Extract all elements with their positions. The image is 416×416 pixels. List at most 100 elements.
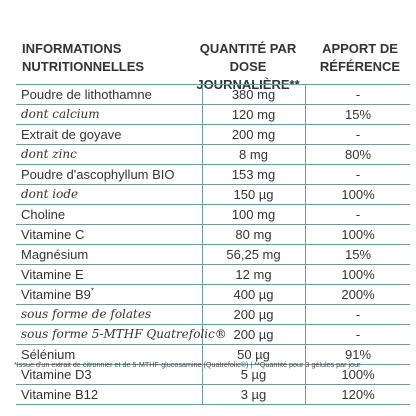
header-line: NUTRITIONNELLES [22, 59, 145, 74]
table-row: Vitamine B9* 400 µg 200% [16, 284, 410, 304]
column-divider [305, 325, 306, 344]
column-header-nutrition-info: INFORMATIONS NUTRITIONNELLES [22, 40, 182, 86]
nutrient-name: dont zinc [21, 147, 77, 161]
nutrient-reference-percent: 15% [344, 107, 372, 122]
nutrient-name: Sélénium [21, 347, 76, 362]
column-divider [305, 285, 306, 304]
header-line: APPORT DE [322, 41, 398, 56]
nutrient-quantity: 5 µg [240, 367, 267, 382]
nutrient-quantity: 120 mg [231, 107, 276, 122]
column-divider [202, 285, 203, 304]
column-divider [305, 185, 306, 204]
column-divider [305, 345, 306, 364]
column-divider [202, 365, 203, 384]
nutrient-name: Vitamine D3 [21, 367, 92, 382]
column-divider [305, 305, 306, 324]
nutrient-reference-percent: 120% [341, 387, 375, 402]
nutrition-table: Poudre de lithothamne 380 mg - dont calcium… [16, 84, 410, 405]
table-row: sous forme 5-MTHF Quatrefolic® 200 µg - [16, 324, 410, 344]
nutrient-quantity: 150 µg [233, 187, 274, 202]
nutrient-quantity: 200 µg [233, 327, 274, 342]
column-divider [202, 105, 203, 124]
column-divider [305, 165, 306, 184]
nutrient-name: Vitamine E [21, 267, 84, 282]
nutrient-reference-percent: - [355, 207, 361, 222]
nutrient-reference-percent: 15% [344, 247, 372, 262]
table-row: Sélénium 50 µg 91% [16, 344, 410, 364]
table-row: sous forme de folates 200 µg - [16, 304, 410, 324]
nutrient-quantity: 200 µg [233, 307, 274, 322]
table-row: Vitamine E 12 mg 100% [16, 264, 410, 284]
nutrient-quantity: 80 mg [235, 227, 272, 242]
column-divider [202, 205, 203, 224]
table-row: Poudre de lithothamne 380 mg - [16, 84, 410, 104]
column-divider [202, 245, 203, 264]
column-divider [202, 345, 203, 364]
nutrient-name: Vitamine C [21, 227, 85, 242]
column-divider [305, 85, 306, 104]
column-divider [305, 245, 306, 264]
nutrient-reference-percent: 100% [341, 227, 375, 242]
column-divider [202, 125, 203, 144]
nutrient-name: dont iode [21, 187, 79, 201]
table-row: Vitamine B12 3 µg 120% [16, 384, 410, 405]
column-divider [305, 205, 306, 224]
nutrient-name: Magnésium [21, 247, 89, 262]
column-divider [202, 325, 203, 344]
table-row: Poudre d'ascophyllum BIO 153 mg - [16, 164, 410, 184]
table-row: dont calcium 120 mg 15% [16, 104, 410, 124]
nutrient-name: Vitamine B9* [21, 286, 94, 302]
nutrient-reference-percent: 100% [341, 267, 375, 282]
nutrient-reference-percent: - [355, 327, 361, 342]
nutrient-reference-percent: 80% [344, 147, 372, 162]
column-divider [202, 85, 203, 104]
column-header-reference-intake: APPORT DE RÉFÉRENCE [312, 40, 408, 86]
column-divider [202, 305, 203, 324]
nutrient-reference-percent: 100% [341, 367, 375, 382]
nutrient-quantity: 56,25 mg [226, 247, 281, 262]
nutrient-name: Vitamine B12 [21, 387, 99, 402]
footnote: *Issue d'un extrait de citronnier et de … [14, 360, 361, 369]
footnote-marker: * [90, 286, 94, 296]
nutrient-quantity: 153 mg [231, 167, 276, 182]
nutrient-reference-percent: 200% [341, 287, 375, 302]
column-divider [202, 385, 203, 404]
nutrient-name: Extrait de goyave [21, 127, 122, 142]
nutrient-name: dont calcium [21, 107, 100, 121]
nutrient-quantity: 12 mg [235, 267, 272, 282]
column-divider [305, 265, 306, 284]
column-divider [305, 365, 306, 384]
nutrient-name: Choline [21, 207, 66, 222]
column-divider [305, 145, 306, 164]
column-divider [202, 265, 203, 284]
column-divider [202, 185, 203, 204]
table-row: Vitamine D3 5 µg 100% [16, 364, 410, 384]
table-row: dont iode 150 µg 100% [16, 184, 410, 204]
nutrient-quantity: 400 µg [233, 287, 274, 302]
table-row: Vitamine C 80 mg 100% [16, 224, 410, 244]
nutrient-reference-percent: - [355, 127, 361, 142]
column-divider [202, 165, 203, 184]
nutrient-reference-percent: - [355, 167, 361, 182]
nutrient-quantity: 200 mg [231, 127, 276, 142]
nutrient-reference-percent: 100% [341, 187, 375, 202]
column-divider [305, 105, 306, 124]
column-header-daily-quantity: QUANTITÉ PAR DOSE JOURNALIÈRE** [178, 40, 318, 92]
nutrient-quantity: 380 mg [231, 87, 276, 102]
table-row: Magnésium 56,25 mg 15% [16, 244, 410, 264]
nutrient-name: Poudre d'ascophyllum BIO [21, 167, 175, 182]
column-divider [305, 125, 306, 144]
nutrient-name: sous forme de folates [21, 307, 152, 321]
nutrient-quantity: 100 mg [231, 207, 276, 222]
nutrient-reference-percent: - [355, 307, 361, 322]
nutrient-quantity: 3 µg [240, 387, 267, 402]
nutrient-name: Poudre de lithothamne [21, 87, 152, 102]
column-divider [202, 145, 203, 164]
column-divider [305, 225, 306, 244]
table-row: Choline 100 mg - [16, 204, 410, 224]
nutrient-quantity: 8 mg [239, 147, 268, 162]
nutrient-quantity: 50 µg [237, 347, 270, 362]
table-row: dont zinc 8 mg 80% [16, 144, 410, 164]
header-line: QUANTITÉ PAR [199, 41, 297, 56]
